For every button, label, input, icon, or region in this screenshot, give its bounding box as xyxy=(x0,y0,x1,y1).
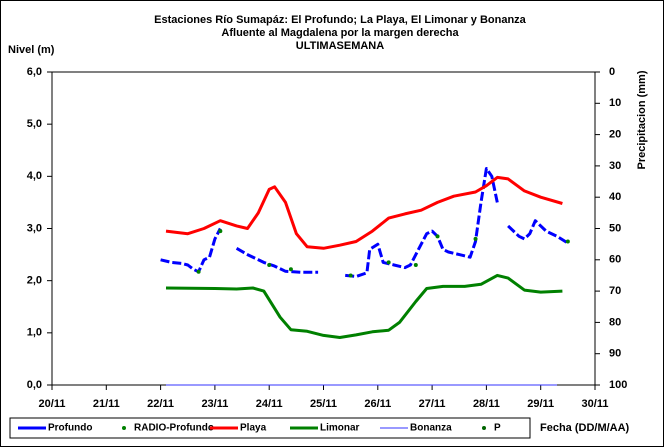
y-tick-label: 4,0 xyxy=(27,170,42,182)
legend-label: P xyxy=(494,423,501,434)
y2-tick-label: 30 xyxy=(609,160,621,172)
x-tick-label: 21/11 xyxy=(93,398,120,410)
data-point xyxy=(473,236,478,241)
y2-tick-label: 20 xyxy=(609,129,621,141)
y2-tick-label: 60 xyxy=(609,254,621,266)
data-point xyxy=(218,229,223,234)
y2-tick-label: 90 xyxy=(609,348,621,360)
x-tick-label: 29/11 xyxy=(527,398,554,410)
legend-label: Limonar xyxy=(320,423,360,434)
y-tick-label: 5,0 xyxy=(27,118,42,130)
subtitle: ULTIMASEMANA xyxy=(296,40,384,52)
x-tick-label: 27/11 xyxy=(419,398,446,410)
legend-label: RADIO-Profundo xyxy=(134,423,214,434)
data-point xyxy=(267,263,272,268)
y-tick-label: 3,0 xyxy=(27,222,42,234)
series-line xyxy=(165,175,563,250)
legend-label: Bonanza xyxy=(410,423,452,434)
y2-tick-label: 10 xyxy=(609,97,621,109)
series-line xyxy=(160,167,569,278)
y-axis-label: Nivel (m) xyxy=(8,44,55,56)
legend-swatch xyxy=(482,426,486,430)
data-point xyxy=(565,239,570,244)
x-tick-label: 28/11 xyxy=(473,398,500,410)
y2-tick-label: 0 xyxy=(609,66,615,78)
data-point xyxy=(386,260,391,265)
y2-axis-label: Precipitacion (mm) xyxy=(636,70,648,169)
y2-tick-label: 80 xyxy=(609,316,621,328)
data-point xyxy=(413,263,418,268)
legend-label: Profundo xyxy=(48,423,92,434)
data-point xyxy=(435,234,440,239)
x-tick-label: 20/11 xyxy=(39,398,66,410)
legend xyxy=(9,417,531,439)
x-tick-label: 30/11 xyxy=(582,398,609,410)
x-tick-label: 24/11 xyxy=(256,398,283,410)
subtitle: Afluente al Magdalena por la margen dere… xyxy=(221,27,459,39)
series-line xyxy=(165,273,563,339)
x-tick-label: 22/11 xyxy=(147,398,174,410)
data-point xyxy=(196,269,201,274)
legend-swatch xyxy=(122,426,126,430)
x-tick-label: 25/11 xyxy=(310,398,337,410)
x-tick-label: 26/11 xyxy=(364,398,391,410)
y2-tick-label: 50 xyxy=(609,222,621,234)
data-point xyxy=(288,267,293,272)
y-tick-label: 6,0 xyxy=(27,66,42,78)
x-axis-label: Fecha (DD/M/AA) xyxy=(540,422,630,434)
y-tick-label: 0,0 xyxy=(27,379,42,391)
y-tick-label: 2,0 xyxy=(27,275,42,287)
x-tick-label: 23/11 xyxy=(201,398,228,410)
legend-label: Playa xyxy=(240,423,267,434)
data-point xyxy=(348,273,353,278)
y2-tick-label: 70 xyxy=(609,285,621,297)
y2-tick-label: 100 xyxy=(609,379,627,391)
y2-tick-label: 40 xyxy=(609,191,621,203)
chart-title: Estaciones Río Sumapáz: El Profundo; La … xyxy=(154,14,527,26)
y-tick-label: 1,0 xyxy=(27,327,42,339)
